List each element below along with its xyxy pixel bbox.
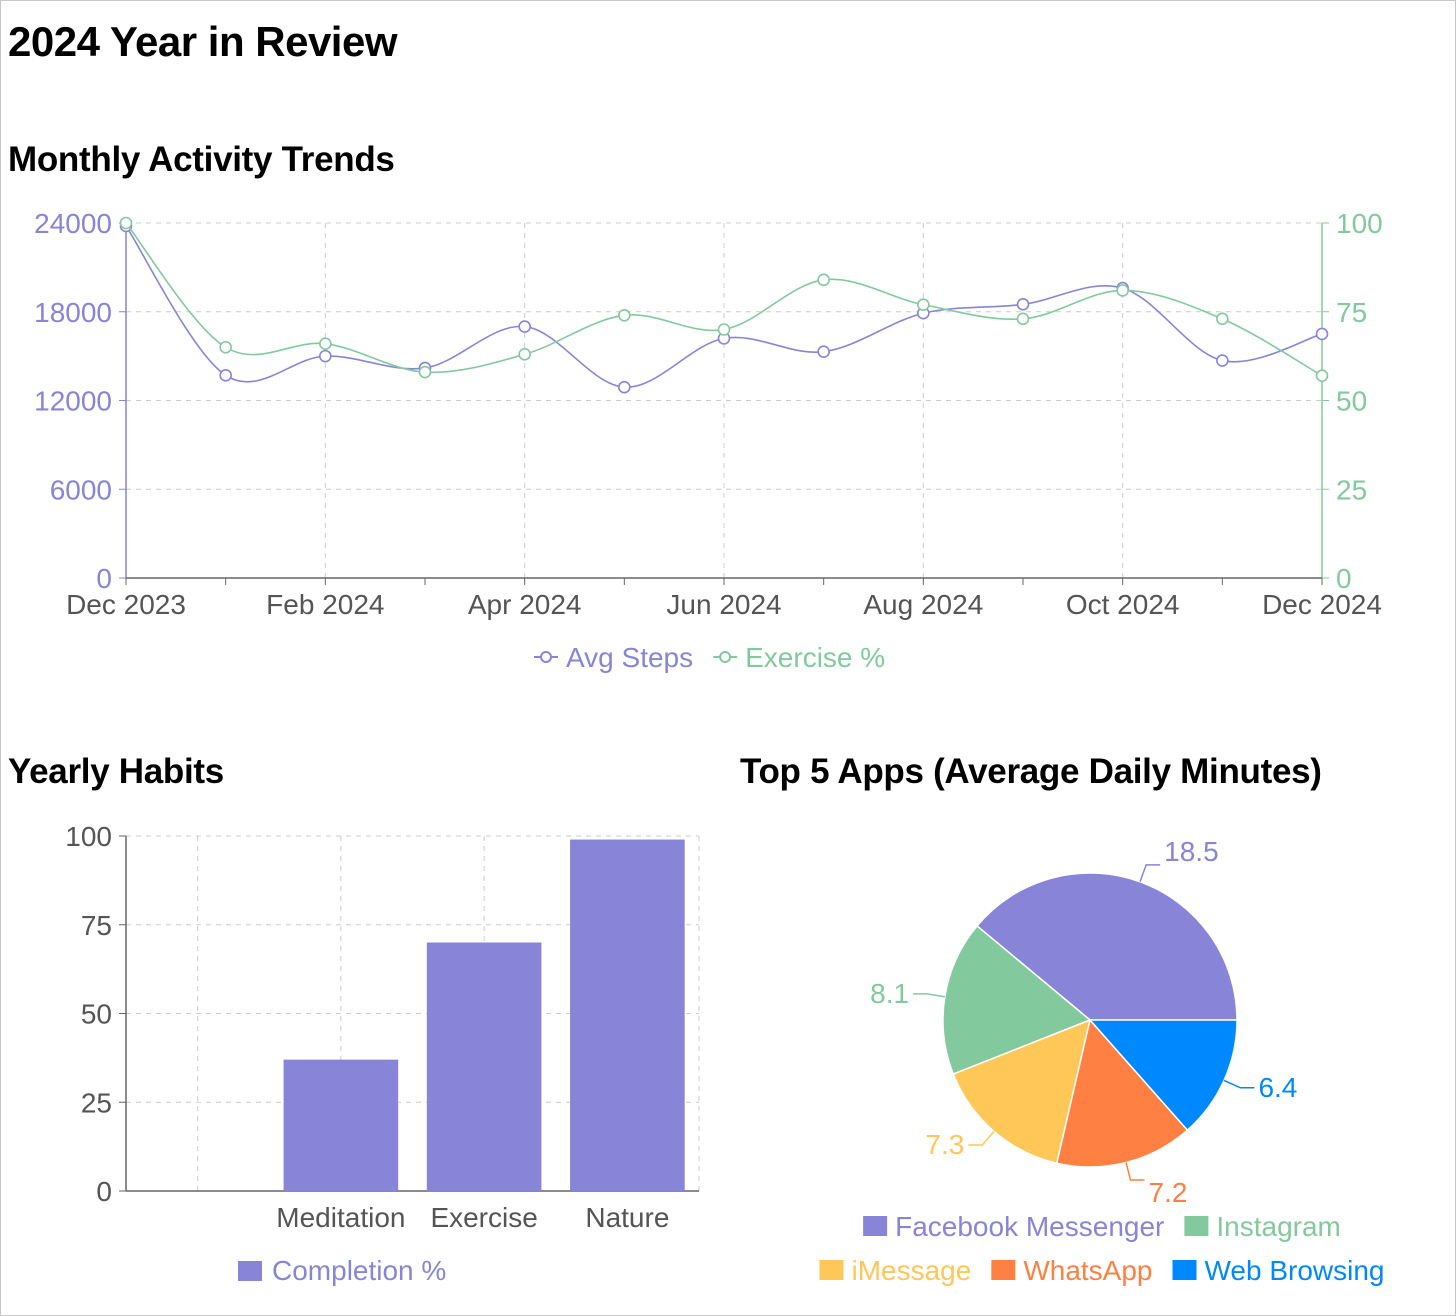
right-tick-label: 100 [1336,208,1383,239]
y-tick-label: 50 [81,999,112,1030]
legend-item-imessage: iMessage [819,1255,971,1286]
slice-imessage [952,1018,1092,1165]
y-tick-label: 75 [81,910,112,941]
legend-marker-icon [540,651,552,663]
data-point [717,323,731,336]
left-tick-label: 6000 [50,474,112,505]
slice-value-label: 6.4 [1258,1072,1297,1103]
y-tick-label: 100 [65,821,112,852]
slice-value-label: 7.2 [1149,1177,1188,1208]
legend-swatch-icon [238,1261,262,1281]
legend-item-whatsapp: WhatsApp [991,1255,1153,1286]
slice-label-line [1223,1079,1255,1089]
data-point [219,369,232,382]
data-point [1116,284,1129,297]
data-point [1216,354,1229,367]
x-tick-label: Dec 2024 [1262,589,1382,620]
legend-label: Instagram [1216,1211,1341,1242]
data-point [917,298,930,311]
slice-label-line [913,993,945,998]
data-point [1315,327,1329,341]
legend-marker-icon [719,651,732,663]
data-point [319,337,332,351]
slice-value-label: 8.1 [870,978,909,1009]
left-tick-label: 12000 [34,386,112,417]
habits-chart-title: Yearly Habits [8,752,224,791]
right-tick-label: 0 [1336,563,1352,594]
legend-item-web-browsing: Web Browsing [1172,1255,1385,1286]
slice-instagram [942,924,1092,1076]
apps-chart-title: Top 5 Apps (Average Daily Minutes) [740,752,1322,791]
legend-label: Web Browsing [1205,1255,1385,1286]
left-tick-label: 0 [96,563,112,594]
legend-label: WhatsApp [1023,1255,1152,1286]
data-point [817,273,830,287]
slice-web-browsing [1088,1019,1238,1132]
data-point [518,348,531,361]
data-point [1016,312,1030,326]
x-tick-label: Apr 2024 [468,589,582,620]
right-tick-label: 75 [1336,297,1367,328]
x-tick-label: Exercise [430,1202,537,1233]
slice-label-line [1125,1162,1145,1181]
legend-item-avg-steps: Avg Steps [534,642,693,673]
x-tick-label: Meditation [276,1202,405,1233]
bar-nature [570,839,685,1191]
activity-chart-title: Monthly Activity Trends [8,140,395,179]
legend-item-facebook-messenger: Facebook Messenger [863,1211,1164,1242]
legend-item-exercise: Exercise % [713,642,885,673]
x-tick-label: Oct 2024 [1066,589,1180,620]
data-point [618,308,631,322]
data-point [119,216,133,230]
slice-label-line [968,1130,995,1146]
right-tick-label: 25 [1336,474,1367,505]
x-tick-label: Jun 2024 [666,589,781,620]
legend-swatch-icon [1172,1260,1197,1280]
left-tick-label: 18000 [34,297,112,328]
x-tick-label: Nature [585,1202,669,1233]
data-point [817,345,830,358]
data-point [618,380,631,394]
legend-item-instagram: Instagram [1184,1211,1341,1242]
legend-swatch-icon [863,1216,888,1236]
activity-line-chart: 0 6000 12000 18000 24000 0 25 50 75 100 Dec 2023 Fe… [34,208,1383,673]
legend-label: Avg Steps [566,642,693,673]
x-tick-label: Aug 2024 [863,589,983,620]
slice-value-label: 7.3 [925,1129,964,1160]
left-tick-label: 24000 [34,208,112,239]
bar-exercise [426,942,542,1191]
legend-label: Completion % [272,1255,446,1286]
data-point [518,320,531,333]
data-point [1216,312,1229,326]
right-tick-label: 50 [1336,386,1367,417]
y-tick-label: 0 [96,1176,112,1207]
slice-label-line [1139,864,1161,883]
legend-swatch-icon [991,1260,1016,1280]
data-point [1315,369,1329,382]
data-point [219,340,232,354]
slice-value-label: 18.5 [1164,836,1219,867]
data-point [418,365,432,379]
data-point [319,349,332,363]
x-tick-label: Dec 2023 [66,589,186,620]
legend-label: Facebook Messenger [895,1211,1164,1242]
legend-swatch-icon [1184,1216,1209,1236]
legend-item-completion: Completion % [238,1255,446,1286]
slice-facebook-messenger [975,872,1238,1021]
page-title: 2024 Year in Review [8,18,398,65]
legend-label: Exercise % [745,642,885,673]
bar-meditation [283,1059,399,1191]
data-point [1016,298,1030,311]
x-tick-label: Feb 2024 [266,589,384,620]
y-tick-label: 25 [81,1087,112,1118]
legend-swatch-icon [819,1260,844,1280]
legend-label: iMessage [851,1255,971,1286]
